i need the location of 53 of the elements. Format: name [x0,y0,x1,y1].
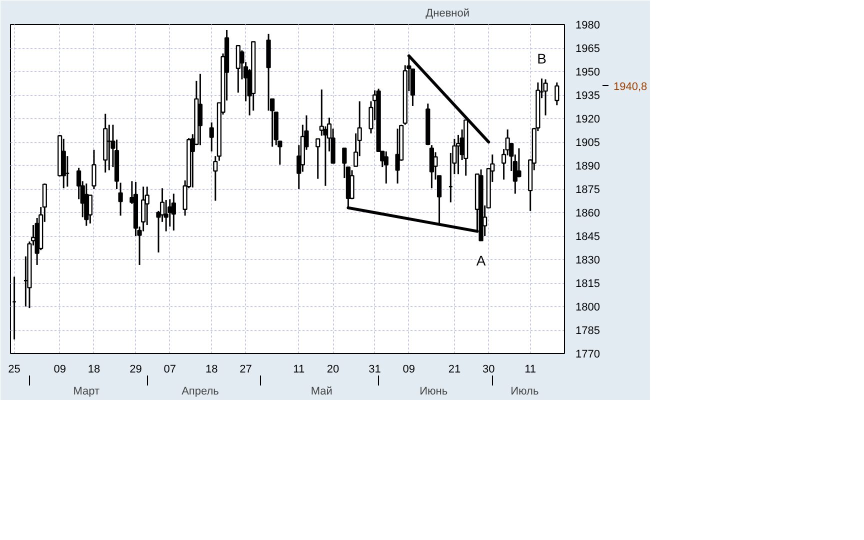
candlestick [209,122,214,152]
candlestick [118,182,123,216]
candlestick [198,73,203,146]
x-tick-label: 11 [293,364,305,376]
y-tick-label: 1815 [576,278,600,290]
x-tick-label: 18 [205,364,218,376]
y-tick-label: 1905 [576,137,600,149]
candlestick [92,149,96,190]
text: Июнь [420,386,448,398]
annotation: A [476,252,486,269]
x-tick-label: 20 [326,364,340,376]
candlestick [350,169,354,200]
candlestick [543,78,548,116]
x-tick-label: 07 [164,364,176,376]
y-tick-label: 1800 [576,302,600,314]
chart-title: Дневной [426,8,470,20]
text: 1940,8 [614,80,648,93]
y-tick-label: 1935 [576,90,600,102]
candlestick [429,144,434,189]
y-tick-label: 1890 [576,160,600,172]
text: Март [73,386,100,398]
x-tick-label: 11 [524,364,536,376]
candlestick [171,192,176,232]
candlestick [384,150,388,184]
candlestick [88,194,92,224]
text: Май [310,386,332,398]
candlestick [395,128,400,184]
x-tick-label: 18 [88,364,100,376]
y-tick-label: 1950 [576,66,600,78]
x-tick-label: 30 [482,364,495,376]
y-tick-label: 1770 [576,348,600,360]
x-tick-label: 21 [448,364,461,376]
y-tick-label: 1785 [576,325,600,337]
annotation: B [537,50,546,67]
y-tick-label: 1830 [576,254,600,266]
x-tick-label: 27 [240,364,252,376]
y-tick-label: 1920 [576,114,600,126]
y-tick-label: 1845 [576,231,600,243]
candlestick [316,138,320,180]
x-tick-label: 09 [54,364,66,376]
y-tick-label: 1860 [576,208,600,220]
x-tick-label: 29 [130,364,142,376]
text: Июль [510,386,539,398]
y-tick-label: 1965 [576,43,600,55]
candlestick [141,186,146,232]
candlestick [516,148,522,178]
candlestick [554,82,560,106]
y-tick-label: 1875 [576,184,600,196]
x-tick-label: 25 [8,364,20,376]
x-tick-label: 31 [368,364,381,376]
y-tick-label: 1980 [576,20,600,32]
x-tick-label: 09 [402,364,416,376]
text: Апрель [182,386,220,398]
